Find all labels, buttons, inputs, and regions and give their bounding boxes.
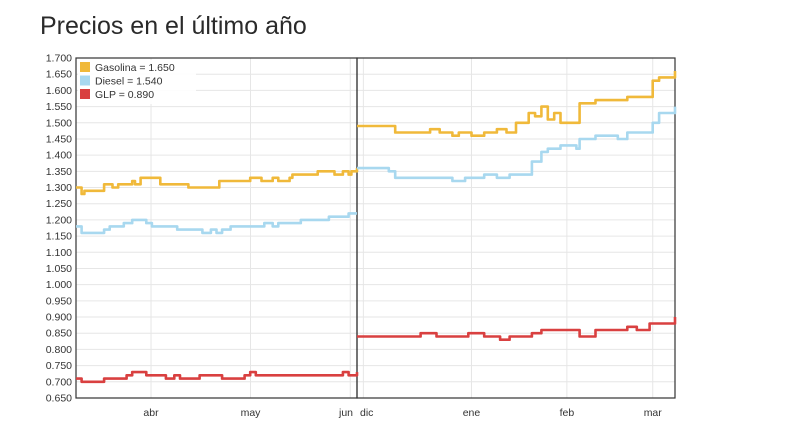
series-line-gasolina (76, 168, 359, 196)
y-tick-label: 0.900 (46, 312, 72, 324)
legend-swatch (80, 75, 90, 86)
x-tick-label: jun (338, 407, 353, 419)
chart-series (76, 71, 677, 384)
legend-swatch (80, 89, 90, 99)
legend-entry: Diesel = 1.540 (95, 76, 163, 88)
y-tick-label: 1.700 (46, 53, 72, 65)
x-tick-label: mar (644, 407, 663, 419)
y-tick-label: 1.250 (46, 198, 72, 210)
y-tick-label: 1.400 (46, 150, 72, 162)
y-tick-label: 0.800 (46, 344, 72, 356)
chart-axes: 1.700 1.650 1.600 1.550 1.500 1.450 1.400 1.350… (46, 53, 676, 419)
y-tick-label: 0.750 (46, 360, 72, 372)
y-tick-label: 1.000 (46, 279, 72, 291)
legend-entry: Gasolina = 1.650 (95, 62, 175, 74)
y-tick-label: 1.050 (46, 263, 72, 275)
series-line-diesel (76, 212, 357, 235)
y-tick-label: 1.500 (46, 117, 72, 129)
series-line-gasolina (357, 71, 677, 137)
y-tick-label: 1.100 (46, 247, 72, 259)
y-tick-label: 1.650 (46, 69, 72, 81)
panel-frame (356, 57, 676, 399)
x-tick-label: feb (560, 407, 575, 419)
x-tick-label: may (241, 407, 262, 419)
y-tick-label: 0.850 (46, 328, 72, 340)
legend-entry: GLP = 0.890 (95, 89, 154, 101)
y-tick-label: 1.350 (46, 166, 72, 178)
x-tick-label: dic (360, 407, 373, 419)
y-tick-label: 1.150 (46, 231, 72, 243)
series-line-glp (76, 370, 359, 384)
legend-box (78, 60, 196, 104)
series-line-diesel (357, 106, 677, 183)
page-title: Precios en el último año (40, 12, 307, 40)
y-tick-label: 0.700 (46, 376, 72, 388)
y-tick-label: 1.600 (46, 85, 72, 97)
chart-grid (76, 57, 675, 399)
series-line-glp (357, 317, 677, 341)
y-tick-label: 1.300 (46, 182, 72, 194)
y-tick-label: 0.950 (46, 295, 72, 307)
y-tick-label: 1.200 (46, 214, 72, 226)
y-tick-label: 1.450 (46, 133, 72, 145)
panel-frame (75, 57, 358, 399)
x-tick-label: abr (143, 407, 159, 419)
x-tick-label: ene (463, 407, 481, 419)
y-tick-label: 1.550 (46, 101, 72, 113)
legend-swatch (80, 62, 90, 72)
y-tick-label: 0.650 (46, 393, 72, 405)
